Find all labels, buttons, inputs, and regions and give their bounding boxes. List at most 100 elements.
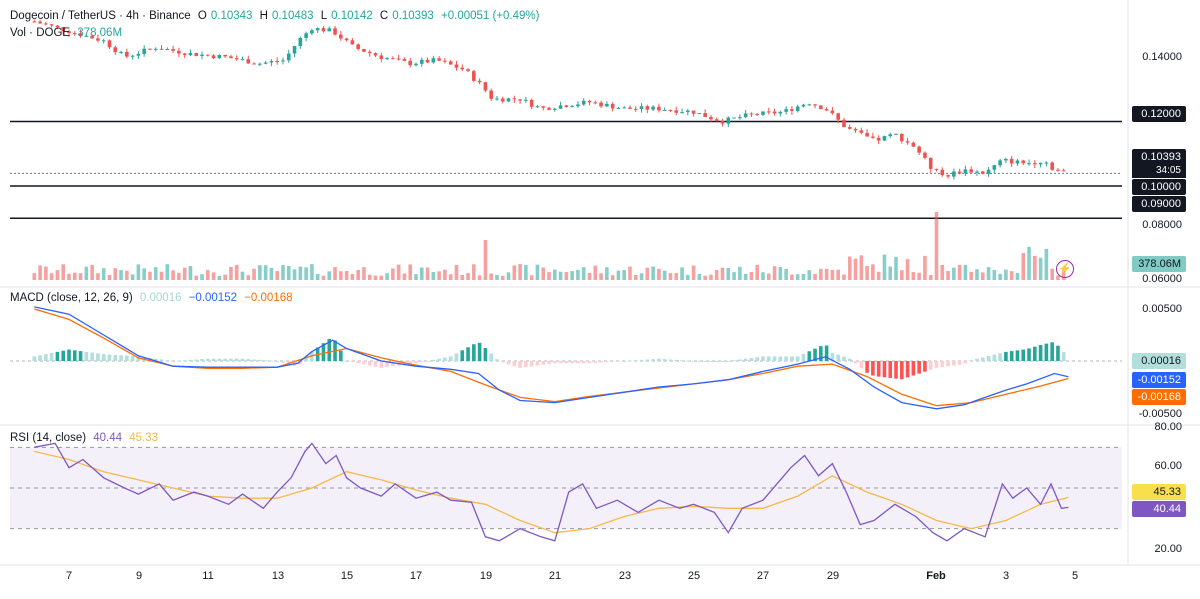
lightning-icon[interactable]: ⚡ — [1056, 260, 1074, 278]
macd-histogram-bar — [830, 352, 835, 361]
candle-body — [107, 40, 112, 48]
candle-body — [836, 113, 840, 120]
volume-bar — [165, 264, 170, 280]
macd-histogram-bar — [419, 361, 424, 363]
volume-bar — [749, 271, 754, 280]
candle-body — [720, 121, 725, 124]
macd-histogram-bar — [304, 358, 308, 361]
macd-histogram-bar — [286, 361, 291, 365]
macd-histogram-bar — [379, 361, 384, 368]
volume-bar — [194, 275, 199, 280]
macd-histogram-bar — [489, 353, 493, 361]
candle-body — [119, 51, 123, 53]
macd-histogram-bar — [980, 357, 985, 361]
macd-histogram-bar — [1033, 346, 1037, 361]
volume-bar — [1038, 257, 1043, 280]
candle-body — [1015, 160, 1020, 164]
candle-body — [292, 46, 297, 54]
volume-bar — [975, 269, 979, 280]
candle-body — [350, 40, 355, 45]
macd-line-value: −0.00152 — [188, 292, 237, 304]
macd-histogram-bar — [645, 359, 650, 361]
candle-body — [616, 108, 621, 110]
macd-histogram-bar — [229, 358, 233, 361]
macd-histogram-bar — [258, 359, 262, 361]
volume-bar — [206, 270, 210, 280]
volume-bar — [518, 264, 522, 280]
candle-body — [674, 110, 679, 113]
macd-histogram-bar — [373, 361, 378, 367]
volume-bar — [714, 270, 719, 280]
macd-histogram-bar — [633, 360, 638, 362]
volume-bar — [743, 273, 748, 280]
candle-body — [975, 171, 979, 173]
volume-bar — [402, 273, 407, 280]
volume-bar — [946, 271, 950, 280]
volume-bar — [564, 272, 569, 280]
macd-histogram-bar — [90, 352, 94, 361]
candle-body — [414, 63, 418, 66]
x-label-25: 25 — [687, 570, 701, 582]
volume-bar — [940, 264, 945, 280]
candle-body — [743, 113, 748, 118]
candle-body — [402, 59, 407, 61]
candle-body — [749, 113, 754, 115]
macd-histogram-bar — [853, 361, 858, 364]
macd-histogram-bar — [558, 361, 563, 364]
volume-bar — [639, 273, 644, 280]
macd-histogram-bar — [720, 361, 725, 362]
macd-histogram-bar — [876, 361, 881, 377]
macd-histogram-bar — [726, 361, 731, 362]
candle-body — [252, 63, 256, 65]
macd-histogram-bar — [200, 359, 204, 361]
macd-histogram-bar — [165, 360, 170, 362]
volume-bar — [258, 265, 262, 280]
macd-histogram-bar — [709, 361, 713, 362]
macd-histogram-bar — [414, 361, 418, 364]
volume-bar — [674, 273, 679, 280]
candle-body — [223, 54, 227, 57]
candle-body — [512, 98, 517, 100]
volume-bar — [726, 268, 731, 280]
macd-histogram-bar — [859, 361, 864, 369]
macd-histogram-bar — [998, 353, 1002, 361]
candle-body — [32, 21, 37, 23]
volume-bar — [1033, 255, 1037, 280]
volume-bar — [957, 264, 962, 280]
macd-legend: MACD (close, 12, 26, 9) 0.00016 −0.00152… — [10, 292, 297, 304]
candle-body — [200, 54, 204, 57]
macd-histogram-bar — [1061, 352, 1066, 361]
candle-body — [1027, 163, 1031, 165]
candle-body — [362, 49, 366, 52]
candle-body — [1056, 169, 1060, 171]
volume-bar — [986, 267, 991, 280]
candle-body — [778, 111, 783, 114]
x-label-11: 11 — [202, 570, 214, 582]
volume-bar — [292, 269, 297, 280]
macd-histogram-bar — [940, 361, 945, 368]
candle-body — [882, 136, 887, 141]
high-label: H — [259, 10, 268, 22]
macd-histogram-bar — [992, 354, 997, 361]
candle-body — [795, 106, 800, 111]
volume-bar — [547, 272, 551, 280]
macd-histogram-bar — [84, 351, 89, 361]
volume-bar — [1056, 275, 1060, 280]
volume-bar — [200, 274, 204, 280]
volume-bar — [766, 273, 771, 280]
volume-header: Vol · DOGE 378.06M — [10, 27, 126, 39]
macd-histogram-bar — [431, 359, 436, 361]
volume-bar — [333, 267, 337, 280]
macd-histogram-bar — [500, 361, 505, 363]
volume-bar — [240, 271, 245, 280]
macd-histogram-bar — [321, 343, 326, 361]
candle-body — [581, 100, 586, 105]
macd-histogram-bar — [206, 358, 210, 361]
candle-body — [1004, 158, 1008, 161]
macd-histogram-bar — [576, 361, 580, 364]
volume-bar — [558, 271, 563, 280]
volume-bar — [339, 271, 343, 280]
candle-body — [310, 30, 314, 34]
countdown-badge: 34:05 — [1132, 163, 1186, 178]
